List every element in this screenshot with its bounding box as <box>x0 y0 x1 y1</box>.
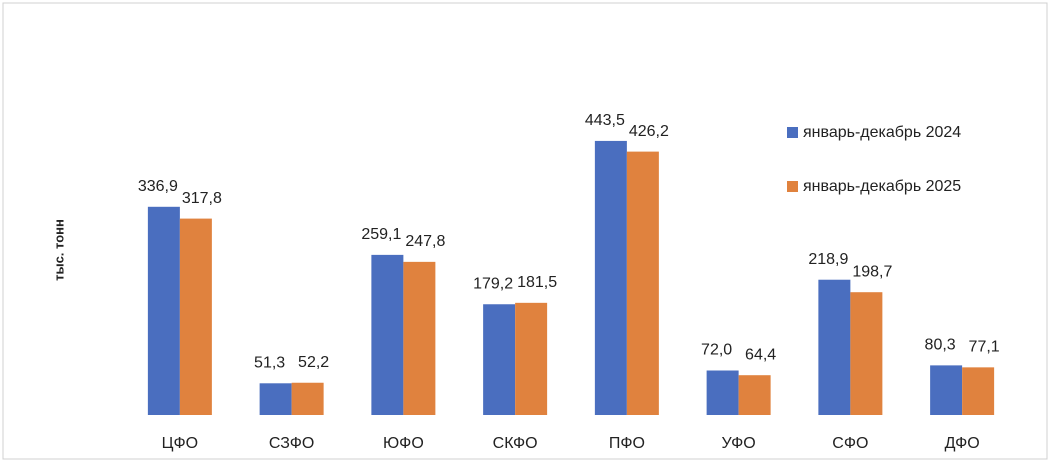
legend-label: январь-декабрь 2024 <box>803 124 961 141</box>
value-label: 336,9 <box>138 178 178 195</box>
legend-swatch <box>787 127 798 138</box>
value-label: 80,3 <box>925 337 956 354</box>
bar <box>179 218 212 415</box>
x-tick-label: ЮФО <box>383 435 424 452</box>
x-tick-label: СКФО <box>493 435 538 452</box>
bar <box>850 292 883 415</box>
bar <box>738 375 771 415</box>
y-axis-label: тыс. тонн <box>51 219 66 281</box>
bar <box>626 151 659 415</box>
value-label: 443,5 <box>585 112 625 129</box>
bar <box>930 365 963 415</box>
x-tick-label: ДФО <box>945 435 980 452</box>
value-label: 247,8 <box>405 233 445 250</box>
bar <box>515 302 548 415</box>
bar <box>147 206 180 415</box>
x-tick-label: СФО <box>832 435 868 452</box>
bar <box>483 304 516 415</box>
bar <box>371 254 404 415</box>
value-label: 52,2 <box>298 354 329 371</box>
value-label: 77,1 <box>969 339 1000 356</box>
bar <box>291 382 324 415</box>
bar <box>403 261 436 415</box>
legend-label: январь-декабрь 2025 <box>803 178 961 195</box>
x-tick-label: УФО <box>722 435 756 452</box>
value-label: 259,1 <box>361 226 401 243</box>
x-tick-label: СЗФО <box>269 435 314 452</box>
x-tick-label: ЦФО <box>162 435 198 452</box>
bar <box>594 140 627 416</box>
bar <box>818 279 851 415</box>
value-label: 317,8 <box>182 190 222 207</box>
value-label: 181,5 <box>517 274 557 291</box>
bar <box>706 370 739 415</box>
value-label: 51,3 <box>254 355 285 372</box>
value-label: 64,4 <box>745 346 776 363</box>
bar <box>962 367 995 415</box>
bar <box>259 383 292 415</box>
value-label: 72,0 <box>701 342 732 359</box>
x-tick-label: ПФО <box>609 435 645 452</box>
value-label: 198,7 <box>852 263 892 280</box>
legend-swatch <box>787 181 798 192</box>
value-label: 218,9 <box>808 251 848 268</box>
value-label: 426,2 <box>629 123 669 140</box>
value-label: 179,2 <box>473 275 513 292</box>
